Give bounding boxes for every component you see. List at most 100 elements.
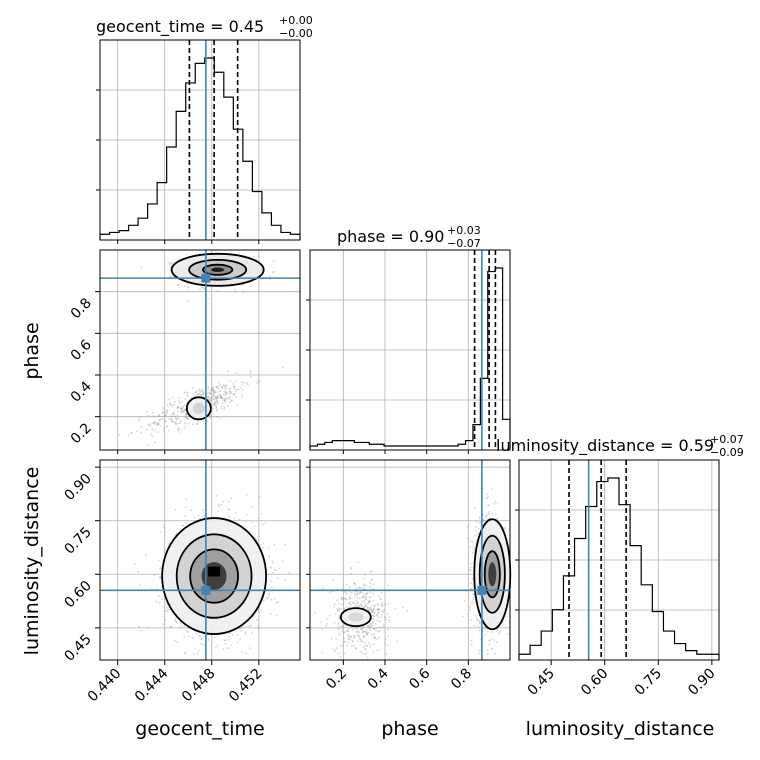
sample-point — [248, 625, 251, 628]
sample-point — [365, 584, 367, 587]
sample-point — [166, 409, 168, 411]
sample-point — [381, 613, 383, 616]
sample-point — [164, 619, 167, 621]
sample-point — [473, 602, 476, 604]
sample-point — [153, 421, 156, 424]
sample-point — [259, 609, 262, 611]
sample-point — [228, 398, 231, 400]
sample-point — [221, 386, 224, 388]
sample-point — [174, 619, 177, 622]
contour-geo-phase-contour-1 — [188, 258, 248, 281]
sample-point — [153, 421, 156, 423]
sample-point — [363, 636, 365, 639]
sample-point — [220, 405, 223, 408]
title-1-plus: +0.03 — [447, 224, 481, 237]
sample-point — [361, 596, 363, 599]
sample-point — [224, 391, 227, 394]
contour-phase-lum-low-contour-0 — [339, 607, 372, 628]
sample-point — [216, 415, 219, 418]
sample-point — [346, 644, 348, 647]
sample-point — [373, 633, 375, 636]
sample-point — [170, 262, 173, 265]
sample-point — [372, 628, 375, 630]
sample-point — [174, 417, 177, 420]
sample-point — [364, 604, 367, 606]
sample-point — [334, 603, 336, 606]
sample-point — [201, 388, 204, 391]
sample-point — [271, 586, 273, 589]
sample-point — [178, 400, 180, 403]
sample-point — [348, 602, 351, 604]
sample-point — [369, 629, 371, 631]
sample-point — [354, 592, 356, 595]
title-1-main: phase = 0.90 — [337, 227, 444, 246]
sample-point — [349, 597, 352, 600]
sample-point — [334, 613, 337, 615]
sample-point — [358, 597, 361, 600]
sample-point — [484, 633, 487, 636]
sample-point — [384, 618, 387, 621]
sample-point — [197, 635, 200, 637]
sample-point — [387, 602, 390, 605]
sample-point — [258, 611, 261, 614]
sample-point — [217, 381, 220, 384]
sample-point — [369, 643, 372, 646]
sample-point — [140, 266, 143, 269]
sample-point — [233, 392, 236, 395]
sample-point — [158, 413, 161, 416]
sample-point — [190, 397, 193, 399]
sample-point — [491, 488, 493, 491]
sample-point — [173, 639, 176, 642]
sample-point — [352, 628, 354, 631]
sample-point — [232, 383, 234, 385]
sample-point — [224, 391, 227, 394]
xlabel-geocent-time: geocent_time — [135, 718, 264, 740]
sample-point — [166, 404, 169, 407]
sample-point — [361, 631, 364, 634]
sample-point — [207, 396, 210, 398]
sample-point — [378, 626, 381, 628]
sample-point — [362, 596, 364, 598]
sample-point — [234, 290, 236, 293]
sample-point — [216, 408, 219, 411]
sample-point — [385, 653, 388, 655]
sample-point — [235, 511, 237, 514]
sample-point — [350, 591, 353, 594]
sample-point — [257, 624, 259, 627]
sample-point — [224, 399, 226, 401]
sample-point — [212, 389, 214, 392]
sample-point — [211, 387, 213, 390]
sample-point — [482, 518, 485, 521]
sample-point — [372, 618, 375, 620]
sample-point — [182, 410, 185, 413]
sample-point — [343, 641, 346, 643]
sample-point — [259, 543, 262, 546]
sample-point — [227, 647, 230, 649]
sample-point — [176, 407, 179, 410]
sample-point — [131, 432, 133, 435]
sample-point — [221, 387, 224, 389]
sample-point — [206, 396, 209, 399]
sample-point — [471, 539, 474, 542]
sample-point — [224, 390, 226, 393]
sample-point — [147, 423, 150, 426]
sample-point — [220, 395, 222, 397]
sample-point — [349, 598, 351, 600]
truth-marker-1-2 — [477, 585, 487, 595]
sample-point — [217, 385, 220, 387]
sample-point — [218, 393, 221, 396]
sample-point — [344, 630, 347, 633]
sample-point — [369, 596, 371, 599]
sample-point — [214, 401, 217, 404]
sample-point — [215, 405, 217, 407]
sample-point — [224, 401, 227, 404]
sample-point — [227, 638, 230, 641]
sample-point — [288, 571, 290, 574]
sample-point — [366, 591, 369, 594]
sample-point — [238, 388, 240, 391]
sample-point — [176, 417, 178, 420]
xtick-label-phase-1: 0.4 — [365, 665, 392, 692]
sample-point — [207, 638, 210, 641]
sample-point — [158, 415, 161, 418]
